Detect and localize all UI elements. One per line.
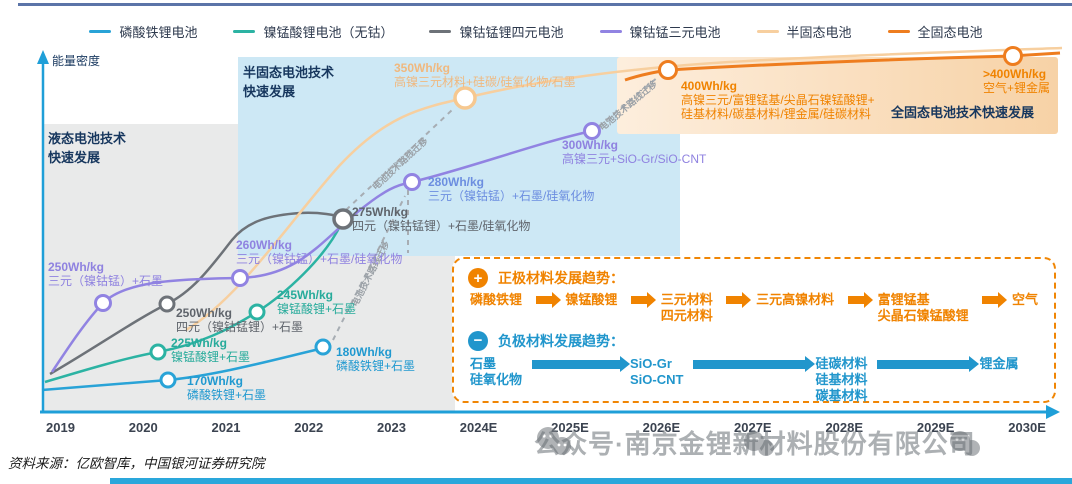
y-axis-arrow-icon xyxy=(37,50,49,64)
legend-swatch-lnmo-icon xyxy=(233,30,256,33)
arrow-right-icon xyxy=(631,292,657,308)
anode-item: 锂金属 xyxy=(979,355,1019,371)
anode-trend-title: 负极材料发展趋势： xyxy=(498,332,624,349)
legend-swatch-ternary-icon xyxy=(599,30,622,33)
x-tick: 2025E xyxy=(551,420,589,435)
legend-item-all-solid: 全固态电池 xyxy=(887,22,983,41)
region-label-semi-solid: 半固态电池技术 快速发展 xyxy=(243,65,335,99)
anode-trend-header: − 负极材料发展趋势： xyxy=(468,329,1040,353)
x-tick: 2023 xyxy=(377,420,406,435)
cathode-item: 空气 xyxy=(1011,292,1038,307)
cathode-item: 磷酸铁锂 xyxy=(470,292,523,307)
anode-trend-row: 石墨 硅氧化物 SiO-Gr SiO-CNT 硅碳材料 硅基材料 碳基材料 锂金… xyxy=(470,355,1038,405)
x-tick: 2022 xyxy=(294,420,324,435)
watermark: 公众号·南京金锂新材料股份有限公司 xyxy=(534,429,976,459)
x-tick: 2029E xyxy=(916,420,955,435)
legend-item-lnmo: 镍锰酸锂电池（无钴） xyxy=(233,22,393,41)
point-label-180: 180Wh/kg 磷酸铁锂+石墨 xyxy=(336,345,416,374)
region-label-liquid: 液态电池技术 快速发展 xyxy=(48,131,127,165)
cathode-item: 三元高镍材料 xyxy=(756,292,835,307)
wechat-icon xyxy=(537,427,571,455)
arrow-right-icon xyxy=(847,292,873,308)
cathode-trend-header: + 正极材料发展趋势： xyxy=(468,266,1040,290)
cathode-item: 三元材料 四元材料 xyxy=(660,292,713,324)
arrow-right-icon xyxy=(532,355,631,372)
point-label-280: 280Wh/kg 三元（镍钴锰）+石墨/硅氧化物 xyxy=(428,175,595,204)
point-label-400: 400Wh/kg 高镍三元/富锂锰基/尖晶石镍锰酸锂+ 硅基材料/碳基材料/锂金属/… xyxy=(681,79,875,122)
legend: 磷酸铁锂电池 镍锰酸锂电池（无钴） 镍钴锰锂四元电池 镍钴锰三元电池 半固态电池… xyxy=(0,22,1072,41)
legend-item-quaternary: 镍钴锰锂四元电池 xyxy=(429,22,564,41)
arrow-right-icon xyxy=(693,355,816,372)
legend-label: 镍钴锰三元电池 xyxy=(629,25,721,40)
region-label-all-solid: 全固态电池技术快速发展 xyxy=(891,105,1035,120)
y-axis-title: 能量密度 xyxy=(52,54,101,68)
legend-label: 磷酸铁锂电池 xyxy=(119,25,198,40)
x-tick: 2021 xyxy=(211,420,241,435)
point-label-245: 245Wh/kg 镍锰酸锂+石墨 xyxy=(277,288,357,317)
top-divider xyxy=(18,3,1072,6)
source-note: 资料来源：亿欧智库，中国银河证券研究院 xyxy=(8,456,265,471)
point-label-275: 275Wh/kg 四元（镍钴锰锂）+石墨/硅氧化物 xyxy=(352,205,531,234)
arrow-right-icon xyxy=(877,355,980,372)
x-tick: 2024E xyxy=(459,420,498,435)
cathode-trend-row: 磷酸铁锂 镍锰酸锂 三元材料 四元材料 三元高镍材料 富锂锰基 尖晶石镍锰酸锂 … xyxy=(470,292,1038,325)
arrow-right-icon xyxy=(982,292,1008,308)
legend-label: 镍锰酸锂电池（无钴） xyxy=(263,25,394,40)
point-label-300: 300Wh/kg 高镍三元+SiO-Gr/SiO-CNT xyxy=(562,138,707,167)
point-label-400plus: >400Wh/kg 空气+锂金属 xyxy=(983,67,1051,96)
x-tick: 2019 xyxy=(46,420,75,435)
legend-item-lfp: 磷酸铁锂电池 xyxy=(89,22,197,41)
legend-swatch-lfp-icon xyxy=(89,30,112,33)
anode-item: SiO-Gr SiO-CNT xyxy=(630,355,684,387)
anode-item: 硅碳材料 硅基材料 碳基材料 xyxy=(815,355,868,404)
plus-circle-icon: + xyxy=(468,268,488,288)
point-label-225: 225Wh/kg 镍锰酸锂+石墨 xyxy=(171,336,251,365)
point-label-260: 260Wh/kg 三元（镍钴锰）+石墨/硅氧化物 xyxy=(236,238,403,267)
point-label-170: 170Wh/kg 磷酸铁锂+石墨 xyxy=(187,374,267,403)
point-label-250-quaternary: 250Wh/kg 四元（镍钴锰锂）+石墨 xyxy=(176,306,304,335)
material-trend-box: + 正极材料发展趋势： 磷酸铁锂 镍锰酸锂 三元材料 四元材料 三元高镍材料 富… xyxy=(452,257,1056,403)
legend-swatch-quaternary-icon xyxy=(429,30,452,33)
legend-item-semi-solid: 半固态电池 xyxy=(756,22,852,41)
wechat-icon xyxy=(744,431,774,456)
point-label-350: 350Wh/kg 高镍三元材料+硅碳/硅氧化物/石墨 xyxy=(394,61,576,90)
cathode-item: 富锂锰基 尖晶石镍锰酸锂 xyxy=(877,292,969,324)
cathode-trend-title: 正极材料发展趋势： xyxy=(498,270,624,286)
bottom-divider xyxy=(110,478,1072,484)
x-tick: 2030E xyxy=(1008,420,1046,435)
x-tick: 2026E xyxy=(642,420,681,435)
point-label-250-ternary: 250Wh/kg 三元（镍钴锰）+石墨 xyxy=(48,260,164,289)
arrow-right-icon xyxy=(726,292,752,308)
legend-label: 全固态电池 xyxy=(917,25,983,40)
x-tick: 2028E xyxy=(825,420,864,435)
x-tick: 2027E xyxy=(734,420,772,435)
x-axis-arrow-icon xyxy=(1046,405,1060,419)
legend-swatch-semi-solid-icon xyxy=(756,30,779,33)
minus-circle-icon: − xyxy=(468,330,488,351)
legend-item-ternary: 镍钴锰三元电池 xyxy=(599,22,721,41)
legend-swatch-all-solid-icon xyxy=(887,30,910,33)
arrow-right-icon xyxy=(535,292,561,308)
cathode-item: 镍锰酸锂 xyxy=(565,292,618,307)
legend-label: 半固态电池 xyxy=(786,25,852,40)
x-tick: 2020 xyxy=(128,420,158,435)
legend-label: 镍钴锰锂四元电池 xyxy=(459,25,564,40)
anode-item: 石墨 硅氧化物 xyxy=(470,355,523,387)
wechat-icon xyxy=(950,431,980,456)
x-axis-ticks: 2019 2020 2021 2022 2023 2024E 2025E 202… xyxy=(46,420,1046,435)
